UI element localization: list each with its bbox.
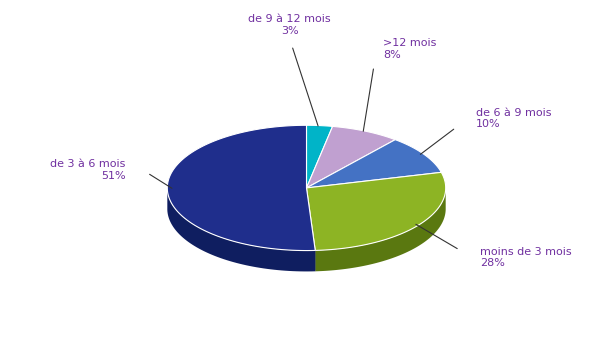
Polygon shape [306, 126, 395, 188]
Polygon shape [306, 188, 315, 271]
Polygon shape [167, 125, 315, 251]
Polygon shape [306, 172, 446, 251]
Text: de 6 à 9 mois
10%: de 6 à 9 mois 10% [476, 108, 552, 129]
Text: de 3 à 6 mois
51%: de 3 à 6 mois 51% [50, 159, 126, 181]
Polygon shape [167, 189, 315, 271]
Polygon shape [306, 125, 333, 188]
Polygon shape [315, 189, 446, 271]
Text: >12 mois
8%: >12 mois 8% [383, 38, 436, 60]
Text: moins de 3 mois
28%: moins de 3 mois 28% [481, 247, 572, 268]
Polygon shape [306, 140, 441, 188]
Polygon shape [306, 188, 315, 271]
Text: de 9 à 12 mois
3%: de 9 à 12 mois 3% [248, 14, 331, 36]
